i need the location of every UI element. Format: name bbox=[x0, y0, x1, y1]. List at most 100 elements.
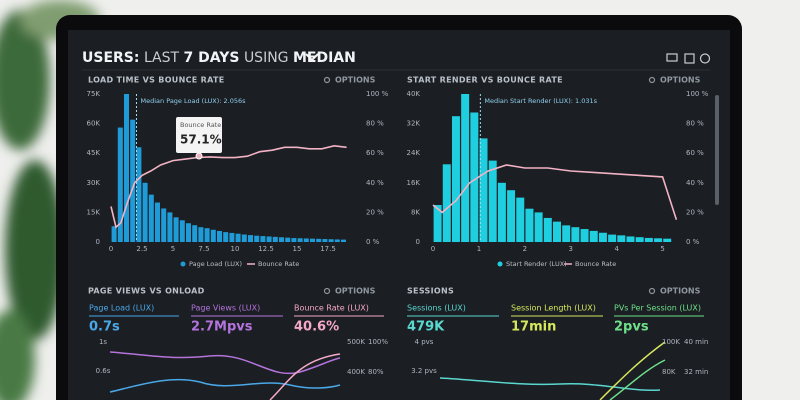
x-tick-label: 15 bbox=[293, 245, 302, 253]
tooltip-point bbox=[195, 152, 203, 160]
monitor-icon[interactable] bbox=[666, 53, 678, 62]
y-tick-label: 45K bbox=[87, 149, 101, 157]
bar bbox=[254, 235, 260, 242]
bar bbox=[148, 194, 154, 242]
bar bbox=[173, 217, 179, 242]
bar bbox=[433, 205, 442, 242]
metric-value: 40.6% bbox=[294, 320, 339, 335]
bar bbox=[470, 112, 479, 242]
metric-value: 0.7s bbox=[89, 320, 120, 335]
legend-marker bbox=[180, 261, 186, 267]
bar bbox=[341, 239, 346, 242]
bar bbox=[291, 238, 297, 242]
metric-label: Page Views (LUX) bbox=[191, 304, 260, 313]
y-tick-label: 4 pvs bbox=[415, 338, 434, 346]
y2-tick-label: 80 % bbox=[686, 120, 704, 128]
y2-tick-label: 100K bbox=[662, 338, 680, 346]
dropdown-chevron[interactable] bbox=[305, 53, 319, 62]
bar bbox=[589, 230, 598, 242]
bar bbox=[167, 212, 173, 242]
legend-marker bbox=[497, 261, 503, 267]
metric-label: PVs Per Session (LUX) bbox=[614, 304, 701, 313]
bar bbox=[155, 202, 160, 242]
bar bbox=[635, 237, 644, 242]
bar bbox=[580, 229, 589, 242]
y2-tick-label: 100% bbox=[368, 338, 388, 346]
y-tick-label: 0 bbox=[416, 238, 420, 246]
x-tick-label: 0 bbox=[431, 245, 435, 253]
bar bbox=[210, 229, 216, 242]
x-tick-label: 12.5 bbox=[258, 245, 274, 253]
tooltip: Bounce Rate 57.1% bbox=[176, 117, 222, 153]
y-tick-label: 0.6s bbox=[96, 367, 111, 375]
panel-title: START RENDER VS BOUNCE RATE bbox=[407, 76, 563, 85]
y-tick-label: 15K bbox=[87, 208, 101, 216]
options-button[interactable]: OPTIONS bbox=[335, 76, 376, 85]
tooltip-title: Bounce Rate bbox=[180, 121, 221, 129]
bar bbox=[161, 208, 167, 242]
bar bbox=[111, 226, 117, 242]
bar bbox=[654, 238, 663, 242]
scrollbar[interactable] bbox=[715, 95, 719, 205]
y2-tick-label: 80 % bbox=[366, 120, 384, 128]
legend-label: Page Load (LUX) bbox=[189, 260, 242, 268]
bar bbox=[644, 237, 653, 242]
options-button[interactable]: OPTIONS bbox=[335, 287, 376, 296]
bar bbox=[617, 235, 626, 242]
bar bbox=[303, 238, 309, 242]
panel-title: SESSIONS bbox=[407, 287, 454, 296]
bar bbox=[142, 182, 148, 242]
y2-tick-label: 400K bbox=[347, 368, 365, 376]
bar bbox=[130, 119, 136, 242]
bar bbox=[562, 225, 571, 242]
metric-label: Sessions (LUX) bbox=[407, 304, 466, 313]
y-tick-label: 40K bbox=[407, 90, 421, 98]
bar bbox=[334, 239, 340, 242]
options-button[interactable]: OPTIONS bbox=[660, 287, 701, 296]
header-part: LAST bbox=[144, 50, 180, 66]
y2-tick-label: 60 % bbox=[366, 149, 384, 157]
options-icon bbox=[648, 76, 656, 84]
bar bbox=[598, 232, 607, 242]
panel-title: LOAD TIME VS BOUNCE RATE bbox=[88, 76, 224, 85]
x-tick-label: 2.5 bbox=[136, 245, 147, 253]
y-tick-label: 24K bbox=[407, 149, 421, 157]
x-tick-label: 7.5 bbox=[198, 245, 209, 253]
bar bbox=[322, 239, 328, 242]
x-tick-label: 2 bbox=[523, 245, 527, 253]
bar bbox=[117, 127, 123, 242]
x-tick-label: 5 bbox=[171, 245, 175, 253]
bar bbox=[507, 190, 516, 242]
x-tick-label: 0 bbox=[109, 245, 113, 253]
bar bbox=[451, 116, 460, 242]
chart-icon[interactable] bbox=[684, 53, 695, 64]
y2-tick-label: 32 min bbox=[684, 368, 708, 376]
y2-tick-label: 500K bbox=[347, 338, 365, 346]
y-tick-label: 8K bbox=[411, 208, 420, 216]
y-tick-label: 3.2 pvs bbox=[411, 367, 437, 375]
options-button[interactable]: OPTIONS bbox=[660, 76, 701, 85]
bar bbox=[543, 217, 552, 242]
legend-label: Bounce Rate bbox=[258, 260, 299, 268]
bar bbox=[488, 160, 497, 242]
bar bbox=[316, 238, 322, 242]
y2-tick-label: 40 min bbox=[684, 338, 708, 346]
bar bbox=[136, 147, 142, 242]
legend-label: Start Render (LUX) bbox=[506, 260, 567, 268]
metric-label: Session Length (LUX) bbox=[511, 304, 596, 313]
bar bbox=[525, 208, 534, 242]
line bbox=[432, 164, 678, 221]
y-tick-label: 60K bbox=[87, 120, 101, 128]
help-icon[interactable] bbox=[699, 53, 711, 64]
bar bbox=[297, 238, 303, 242]
options-icon bbox=[323, 76, 331, 84]
y2-tick-label: 80% bbox=[368, 368, 384, 376]
x-tick-label: 17.5 bbox=[320, 245, 336, 253]
y-tick-label: 75K bbox=[87, 90, 101, 98]
metric-value: 17min bbox=[511, 320, 556, 335]
y2-tick-label: 0 % bbox=[686, 238, 700, 246]
x-tick-label: 5 bbox=[660, 245, 664, 253]
header-icons bbox=[666, 53, 711, 64]
y2-tick-label: 100 % bbox=[366, 90, 389, 98]
